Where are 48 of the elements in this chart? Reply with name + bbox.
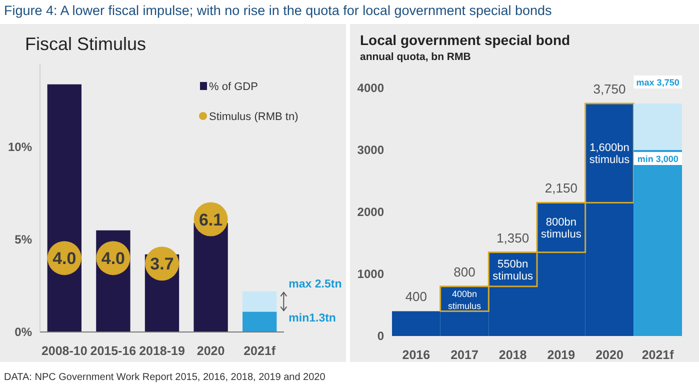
data-label: 4.0	[101, 249, 126, 268]
y-tick-label: 3000	[357, 143, 384, 157]
y-tick-label: 0%	[14, 325, 32, 339]
x-tick-label: 2020	[596, 348, 624, 362]
chart-title: Local government special bond	[360, 32, 570, 48]
bar	[47, 84, 82, 332]
x-tick-label: 2017	[450, 348, 478, 362]
x-tick-label: 2018-19	[139, 344, 185, 358]
bar	[634, 104, 682, 150]
data-label: 550bn stimulus	[492, 258, 534, 282]
y-tick-label: 5%	[14, 232, 32, 247]
x-tick-label: 2021f	[642, 348, 675, 362]
total-label: 2,150	[544, 180, 578, 196]
legend-label: Stimulus (RMB tn)	[209, 111, 298, 123]
x-tick-label: 2020	[196, 344, 225, 358]
total-label: 1,350	[496, 230, 530, 246]
total-label: 3,750	[593, 82, 626, 96]
annotation: min1.3tn	[288, 312, 336, 325]
annotation: max 2.5tn	[288, 278, 342, 290]
x-tick-label: 2015-16	[90, 344, 136, 358]
x-tick-label: 2016	[402, 348, 430, 362]
data-label: 400bn stimulus	[448, 288, 482, 311]
data-label: 3.7	[150, 254, 174, 274]
legend-label: % of GDP	[209, 81, 258, 93]
annotation: max 3,750	[636, 78, 680, 88]
x-tick-label: 2018	[498, 348, 527, 362]
annotation: min 3,000	[637, 154, 678, 164]
text: DATA: NPC Government Work Report 2015, 2016, 2018, 2019 and 2020	[4, 372, 326, 383]
y-tick-label: 2000	[357, 205, 384, 219]
data-label: 1,600bn stimulus	[589, 142, 630, 166]
bar	[634, 150, 682, 336]
chart-subtitle: annual quota, bn RMB	[360, 51, 472, 63]
x-tick-label: 2021f	[244, 344, 276, 358]
y-tick-label: 4000	[357, 81, 384, 95]
caption: Figure 4: A lower fiscal impulse; with no rise in the quota for local government special bonds	[4, 3, 552, 18]
x-tick-label: 2019	[547, 348, 576, 362]
bar	[242, 312, 277, 332]
data-label: 800bn stimulus	[540, 216, 582, 240]
bar	[242, 291, 277, 312]
total-label: 800	[454, 264, 476, 280]
chart-title: Fiscal Stimulus	[25, 34, 146, 54]
data-label: 6.1	[198, 210, 223, 230]
x-tick-label: 2008-10	[41, 344, 88, 358]
y-tick-label: 1000	[357, 267, 384, 281]
y-tick-label: 10%	[8, 140, 32, 154]
data-label: 4.0	[52, 249, 76, 268]
y-tick-label: 0	[377, 329, 384, 343]
total-label: 400	[405, 289, 428, 304]
